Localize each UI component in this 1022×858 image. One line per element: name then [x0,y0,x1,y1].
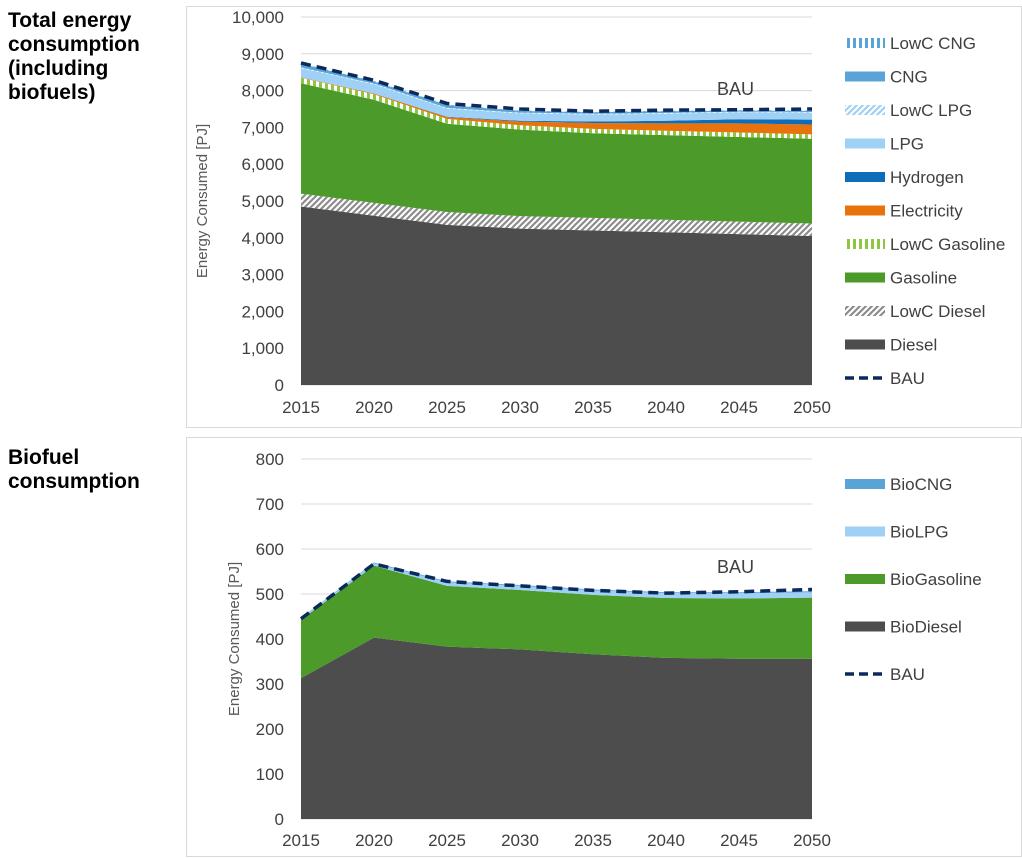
biofuel-chart: 0 100 200 300 400 500 600 700 800 2015 2020 2025 203… [226,450,982,850]
legend-swatch-cng [845,71,885,82]
legend-label: LowC Diesel [890,302,985,321]
area-biogasoline [301,565,812,679]
legend-swatch-biocng [845,479,885,489]
bau-annotation: BAU [717,557,754,577]
area-cng [301,63,812,114]
x-tick-label: 2045 [720,398,758,417]
legend-swatch-lowc-gasoline [845,239,885,249]
y-tick-label: 4,000 [241,229,284,248]
legend-swatch-biogasoline [845,574,885,584]
legend-label: LPG [890,135,924,154]
area-hydrogen [301,77,812,125]
legend-swatch-biolpg [845,526,885,537]
bau-line [300,61,813,113]
total-energy-label-line: Total energy [8,9,132,32]
x-tick-label: 2045 [720,831,758,850]
legend-swatch-lpg [845,138,885,149]
y-tick-label: 200 [256,720,284,739]
bau-annotation: BAU [717,79,754,99]
area-biolpg [301,563,812,620]
y-tick-label: 400 [256,630,284,649]
y-tick-label: 10,000 [232,8,284,27]
legend-label: Electricity [890,202,963,221]
area-lowc-diesel [301,193,812,236]
biofuel-chart-panel: 0 100 200 300 400 500 600 700 800 2015 2020 2025 203… [186,437,1022,857]
y-tick-label: 8,000 [241,82,284,101]
bau-line [299,561,813,621]
x-tick-label: 2035 [574,831,612,850]
x-tick-label: 2020 [355,398,393,417]
area-lpg [301,68,812,122]
area-diesel [301,206,812,385]
x-tick-label: 2015 [282,831,320,850]
legend-label: Gasoline [890,269,957,288]
total-energy-chart-panel: 0 1,000 2,000 3,000 4,000 5,000 6,000 7,000 8,00… [186,6,1022,428]
legend-label: LowC Gasoline [890,235,1005,254]
y-tick-label: 0 [275,810,284,829]
y-tick-label: 800 [256,450,284,469]
legend-label: Diesel [890,336,937,355]
legend-label: Hydrogen [890,168,964,187]
legend-swatch-diesel [845,339,885,350]
x-tick-label: 2025 [428,398,466,417]
area-electricity [301,77,812,135]
legend-swatch-gasoline [845,272,885,283]
x-tick-label: 2025 [428,831,466,850]
y-tick-label: 700 [256,495,284,514]
y-tick-label: 0 [275,376,284,395]
legend-swatch-lowc-diesel [845,306,885,316]
y-tick-label: 6,000 [241,155,284,174]
y-tick-label: 5,000 [241,192,284,211]
total-energy-label-line: consumption [8,33,140,56]
y-tick-label: 600 [256,540,284,559]
legend-swatch-lowc-cng [845,38,885,48]
x-tick-label: 2030 [501,831,539,850]
legend-label: BioCNG [890,475,952,494]
legend-label: LowC LPG [890,101,972,120]
area-biodiesel [301,637,812,819]
legend-label: CNG [890,68,928,87]
total-energy-label-line: biofuels) [8,81,96,104]
x-tick-label: 2035 [574,398,612,417]
area-gasoline [301,83,812,224]
y-tick-label: 9,000 [241,45,284,64]
legend-label: BAU [890,665,925,684]
legend-swatch-hydrogen [845,172,885,182]
y-tick-label: 100 [256,765,284,784]
x-tick-label: 2050 [793,398,831,417]
total-energy-label: Total energy consumption (including biof… [8,9,140,105]
legend-label: LowC CNG [890,34,976,53]
y-tick-label: 500 [256,585,284,604]
x-tick-label: 2050 [793,831,831,850]
total-energy-label-line: (including [8,57,109,80]
y-axis-title: Energy Consumed [PJ] [194,124,211,278]
x-tick-label: 2040 [647,398,685,417]
y-tick-label: 1,000 [241,339,284,358]
legend-label: BioLPG [890,523,949,542]
legend-label: BioGasoline [890,570,982,589]
biofuel-label: Biofuel consumption [8,446,140,494]
y-tick-label: 7,000 [241,118,284,137]
y-tick-label: 2,000 [241,302,284,321]
y-axis-title: Energy Consumed [PJ] [226,562,243,716]
legend-label: BioDiesel [890,618,962,637]
area-lowc-gasoline [301,77,812,139]
biofuel-label-line: consumption [8,470,140,493]
x-tick-label: 2020 [355,831,393,850]
legend-label: BAU [890,369,925,388]
legend-swatch-electricity [845,205,885,216]
y-tick-label: 300 [256,675,284,694]
x-tick-label: 2030 [501,398,539,417]
total-energy-chart: 0 1,000 2,000 3,000 4,000 5,000 6,000 7,000 8,00… [194,8,1005,417]
biofuel-label-line: Biofuel [8,446,80,469]
legend-swatch-lowc-lpg [845,105,885,115]
x-tick-label: 2015 [282,398,320,417]
y-tick-label: 3,000 [241,266,284,285]
legend-swatch-biodiesel [845,621,885,632]
x-tick-label: 2040 [647,831,685,850]
